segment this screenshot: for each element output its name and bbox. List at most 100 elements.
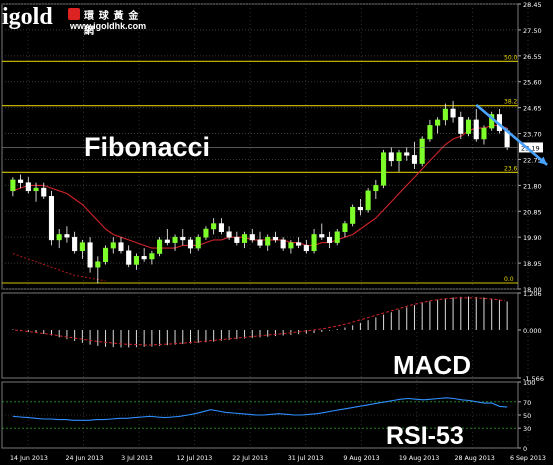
candle-down: [48, 196, 55, 241]
trend-arrow-head: [538, 156, 548, 165]
logo-chinese-text: 環 球 黃 金 網: [84, 11, 140, 37]
logo-text: igold: [2, 4, 53, 30]
candle-down: [25, 182, 31, 192]
price-tick-label: 20.85: [523, 208, 542, 216]
candle-up: [79, 242, 85, 252]
date-tick-label: 3 Jul 2013: [121, 455, 153, 462]
date-tick-label: 14 Jun 2013: [10, 455, 48, 462]
candle-down: [218, 223, 224, 232]
candle-up: [373, 185, 379, 192]
rsi-tick-label: 70: [523, 399, 531, 407]
candle-down: [234, 236, 240, 243]
candle-down: [126, 250, 132, 265]
rsi-tick-label: 30: [523, 425, 531, 433]
logo-badge-icon: [68, 8, 80, 20]
price-tick-label: 18.95: [523, 260, 542, 268]
candle-down: [187, 239, 194, 249]
date-tick-label: 31 Jul 2013: [288, 455, 324, 462]
candle-down: [72, 236, 78, 252]
date-tick-label: 12 Jul 2013: [177, 455, 213, 462]
rsi-tick-label: 0: [523, 445, 527, 453]
logo-url: www.igoldhk.com: [70, 21, 147, 31]
date-tick-label: 19 Aug 2013: [399, 455, 439, 462]
candle-down: [296, 242, 302, 246]
macd-tick-label: 0.000: [523, 327, 542, 335]
macd-signal-line: [14, 297, 506, 346]
candle-down: [41, 187, 47, 197]
candle-down: [87, 242, 93, 268]
candle-up: [265, 236, 271, 246]
long-moving-average-line: [12, 253, 106, 282]
candle-down: [180, 236, 186, 241]
candle-down: [64, 234, 70, 238]
candle-down: [118, 242, 124, 252]
price-tick-label: 22.75: [523, 156, 542, 164]
candle-up: [311, 234, 317, 252]
trend-arrow-line: [475, 103, 548, 166]
candle-up: [157, 239, 163, 254]
candle-up: [195, 236, 201, 249]
macd-panel: [1, 292, 519, 379]
candle-up: [110, 242, 116, 249]
candle-down: [303, 245, 309, 252]
candle-down: [411, 155, 418, 164]
price-tick-label: 25.60: [523, 79, 542, 87]
igold-logo: igold 環 球 黃 金 網 www.igoldhk.com: [2, 4, 152, 37]
candle-up: [465, 119, 472, 134]
price-tick-label: 28.45: [523, 1, 542, 9]
price-tick-label: 24.65: [523, 105, 542, 113]
candle-up: [149, 253, 155, 260]
candle-down: [357, 206, 363, 211]
date-tick-label: 9 Aug 2013: [343, 455, 379, 462]
candle-down: [326, 236, 333, 243]
candle-up: [10, 179, 16, 192]
candle-down: [272, 236, 278, 241]
candle-up: [435, 119, 441, 126]
rsi-tick-label: 100: [523, 379, 535, 387]
price-tick-label: 26.55: [523, 53, 542, 61]
price-tick-label: 18.00: [523, 286, 542, 294]
rsi-label: RSI-53: [386, 422, 464, 450]
candle-up: [365, 190, 371, 211]
date-tick-label: 6 Sep 2013: [510, 455, 546, 462]
rsi-line: [12, 397, 508, 421]
candle-down: [164, 239, 170, 243]
candle-up: [33, 187, 39, 192]
date-tick-label: 28 Aug 2013: [454, 455, 494, 462]
candle-up: [334, 231, 340, 243]
candle-up: [102, 247, 109, 262]
current-price-badge: [519, 142, 543, 153]
candle-up: [381, 152, 387, 186]
candle-down: [319, 234, 325, 238]
fib-level-label: 50.0: [504, 54, 518, 61]
fibonacci-label: Fibonacci: [84, 132, 211, 162]
candle-down: [404, 152, 410, 156]
candle-up: [481, 127, 487, 140]
current-price-label: 23.19: [521, 144, 540, 152]
candle-up: [203, 228, 209, 238]
candle-up: [419, 138, 425, 164]
price-tick-label: 23.70: [523, 131, 542, 139]
candle-down: [280, 239, 286, 249]
candle-up: [342, 223, 348, 232]
candle-up: [133, 256, 139, 265]
candle-down: [141, 256, 147, 260]
candle-down: [226, 231, 232, 238]
candle-down: [257, 239, 263, 246]
fib-level-label: 23.6: [504, 165, 518, 172]
macd-label: MACD: [393, 350, 471, 380]
macd-tick-label: 1.206: [523, 290, 542, 298]
candle-up: [242, 234, 248, 243]
candle-up: [56, 234, 62, 241]
date-tick-label: 22 Jul 2013: [232, 455, 268, 462]
date-tick-label: 24 Jun 2013: [66, 455, 104, 462]
candle-up: [172, 236, 178, 243]
candle-up: [396, 152, 402, 162]
price-tick-label: 19.90: [523, 234, 542, 242]
candle-up: [211, 223, 217, 230]
rsi-tick-label: 50: [523, 412, 531, 420]
candle-up: [350, 206, 356, 224]
candle-down: [458, 116, 464, 134]
candle-up: [95, 261, 101, 268]
